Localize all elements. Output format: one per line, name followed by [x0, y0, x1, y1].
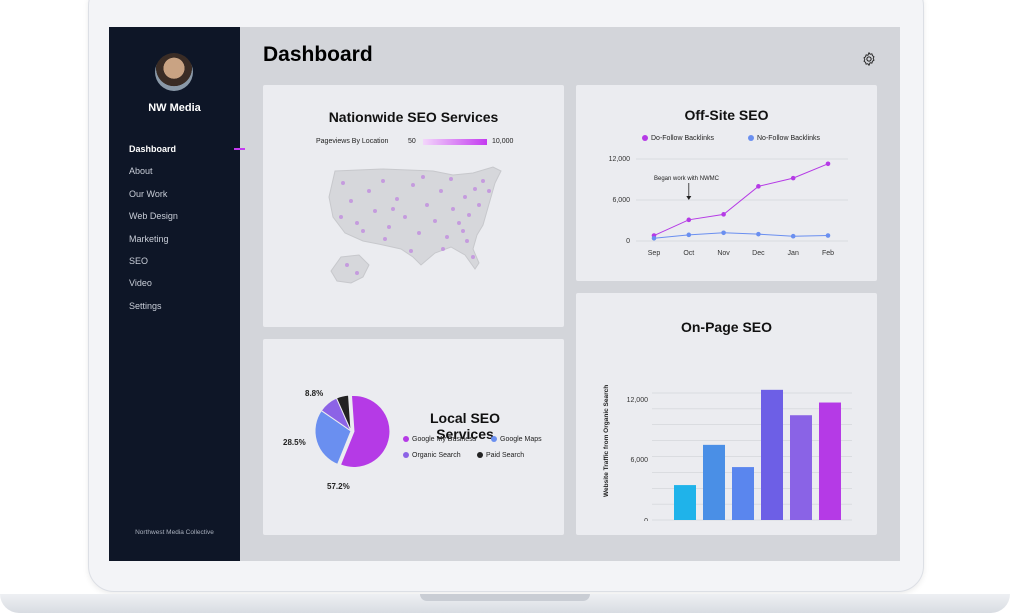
offsite-xtick: Nov: [717, 250, 730, 257]
annotation-arrow-head: [686, 196, 692, 200]
offsite-ytick: 6,000: [612, 197, 630, 204]
onpage-bar: [674, 485, 696, 520]
onpage-card-title: On-Page SEO: [680, 319, 773, 335]
pie-slice: [314, 409, 352, 466]
offsite-legend-dofollow: Do-Follow Backlinks: [642, 135, 714, 142]
map-card: Nationwide SEO Services Pageviews By Loc…: [263, 85, 564, 327]
gear-icon[interactable]: [861, 51, 877, 67]
laptop-notch: [420, 594, 590, 601]
pie-slice: [335, 394, 352, 432]
pie-legend-organic-label: Organic Search: [412, 452, 461, 459]
offsite-point: [825, 233, 831, 238]
pie-label-organic: 8.8%: [305, 389, 324, 398]
pie-legend-paid-label: Paid Search: [486, 452, 525, 459]
onpage-ytick: 6,000: [630, 457, 648, 464]
screen: NW Media Dashboard About Our Work Web De…: [109, 27, 900, 561]
map-card-title: Nationwide SEO Services: [328, 109, 499, 125]
pie-chart[interactable]: [311, 391, 391, 471]
pie-card: 8.8% 28.5% 57.2% Local SEO Services Goog…: [263, 339, 564, 535]
sidebar-item-marketing[interactable]: Marketing: [129, 233, 169, 244]
pie-legend-gmb-label: Google My Business: [412, 436, 477, 443]
pie-legend-paid: Paid Search: [477, 452, 524, 459]
map-legend-gradient: [423, 139, 487, 145]
onpage-ytick: 0: [644, 518, 648, 521]
paid-swatch: [477, 452, 483, 459]
offsite-annotation: Began work with NWMC: [654, 176, 720, 182]
sidebar-footer: Northwest Media Collective: [135, 529, 214, 536]
map-legend-label: Pageviews By Location: [316, 138, 389, 145]
offsite-ytick: 0: [626, 238, 630, 245]
offsite-xtick: Oct: [683, 250, 694, 257]
pie-legend-maps: Google Maps: [491, 436, 542, 443]
sidebar-item-dashboard[interactable]: Dashboard: [129, 144, 177, 154]
offsite-point: [756, 184, 761, 189]
pie-label-gmb: 57.2%: [327, 482, 350, 491]
maps-swatch: [491, 436, 497, 443]
offsite-xtick: Dec: [752, 250, 765, 257]
pie-card-title: Local SEO Services: [429, 410, 501, 442]
map-legend-max: 10,000: [492, 138, 514, 145]
onpage-bar: [703, 444, 725, 520]
onpage-bar-chart[interactable]: Website Traffic from Organic Search 12,0…: [596, 357, 866, 521]
offsite-point: [721, 212, 726, 217]
nofollow-swatch: [748, 135, 754, 142]
map-dots: [339, 175, 491, 275]
offsite-line-chart[interactable]: 12,000 6,000 0 Began work with NWMC Sep O…: [596, 147, 866, 259]
offsite-point: [721, 230, 726, 236]
onpage-bar: [790, 415, 812, 520]
active-nav-marker: [234, 148, 245, 150]
onpage-ylabel: Website Traffic from Organic Search: [603, 385, 610, 497]
offsite-xtick: Jan: [788, 250, 799, 257]
laptop-base: [0, 594, 1010, 613]
sidebar-item-video[interactable]: Video: [129, 278, 152, 289]
gmb-swatch: [403, 436, 409, 443]
offsite-legend-dofollow-label: Do-Follow Backlinks: [651, 135, 715, 142]
offsite-card-title: Off-Site SEO: [684, 107, 769, 123]
offsite-point: [651, 235, 657, 241]
sidebar-item-web-design[interactable]: Web Design: [129, 211, 178, 222]
offsite-series-line: [653, 232, 829, 239]
pie-legend-maps-label: Google Maps: [500, 436, 542, 443]
pie-legend-organic: Organic Search: [403, 452, 461, 459]
brand-name: NW Media: [148, 102, 201, 114]
offsite-series-line: [653, 163, 829, 236]
dofollow-swatch: [642, 135, 648, 142]
sidebar-item-seo[interactable]: SEO: [129, 255, 149, 266]
sidebar: NW Media Dashboard About Our Work Web De…: [109, 27, 240, 561]
pie-label-maps: 28.5%: [283, 438, 306, 447]
organic-swatch: [403, 452, 409, 459]
offsite-point: [686, 232, 692, 238]
sidebar-nav: Dashboard About Our Work Web Design Mark…: [129, 143, 178, 322]
sidebar-item-our-work[interactable]: Our Work: [129, 188, 168, 199]
avatar[interactable]: [155, 53, 193, 91]
usa-map[interactable]: [323, 161, 513, 301]
offsite-legend-nofollow-label: No-Follow Backlinks: [757, 135, 821, 142]
offsite-point: [825, 161, 831, 167]
usa-map-alaska: [330, 254, 370, 284]
offsite-point: [686, 217, 692, 223]
page-title: Dashboard: [263, 43, 373, 66]
sidebar-item-about[interactable]: About: [129, 166, 153, 177]
offsite-card: Off-Site SEO Do-Follow Backlinks No-Foll…: [576, 85, 877, 281]
offsite-point: [790, 175, 796, 181]
onpage-bar: [819, 402, 841, 520]
offsite-point: [756, 231, 761, 237]
offsite-ytick: 12,000: [609, 156, 631, 163]
offsite-xtick: Feb: [822, 250, 834, 257]
offsite-legend-nofollow: No-Follow Backlinks: [748, 135, 820, 142]
pie-slice: [339, 395, 391, 468]
pie-legend-gmb: Google My Business: [403, 436, 476, 443]
map-legend-min: 50: [408, 138, 416, 145]
offsite-point: [790, 233, 796, 239]
onpage-bar: [761, 389, 783, 520]
usa-map-mainland: [328, 166, 502, 270]
sidebar-item-settings[interactable]: Settings: [129, 300, 162, 311]
onpage-card: On-Page SEO Website Traffic from Organic…: [576, 293, 877, 535]
offsite-xtick: Sep: [648, 250, 661, 257]
onpage-ytick: 12,000: [627, 397, 649, 404]
onpage-bar: [732, 467, 754, 520]
